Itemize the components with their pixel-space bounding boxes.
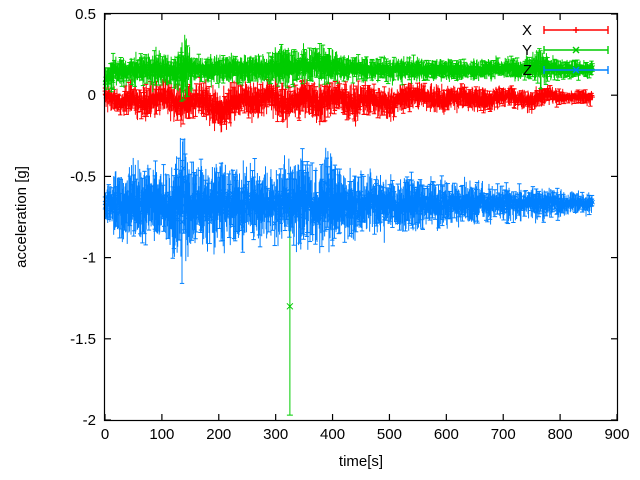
x-tick-label: 200 bbox=[206, 426, 231, 443]
x-tick-label: 100 bbox=[149, 426, 174, 443]
y-tick-label: -0.5 bbox=[70, 168, 96, 185]
plot-frame bbox=[103, 12, 619, 422]
x-tick-label: 500 bbox=[377, 426, 402, 443]
series-x bbox=[102, 75, 595, 133]
x-tick-label: 800 bbox=[548, 426, 573, 443]
legend-sample-x bbox=[543, 26, 609, 34]
y-tick-label: -1 bbox=[83, 250, 96, 267]
legend-sample-z bbox=[543, 66, 609, 74]
y-tick-label: 0 bbox=[88, 87, 96, 104]
legend-label-z: Z bbox=[523, 62, 532, 79]
y-tick-label: 0.5 bbox=[75, 6, 96, 23]
chart-legend: XYZ bbox=[522, 22, 609, 79]
series-z bbox=[102, 137, 595, 284]
legend-label-y: Y bbox=[522, 42, 532, 59]
y-tick-label: -1.5 bbox=[70, 331, 96, 348]
y-tick-label: -2 bbox=[83, 412, 96, 429]
x-tick-label: 600 bbox=[434, 426, 459, 443]
x-tick-label: 0 bbox=[101, 426, 109, 443]
legend-label-x: X bbox=[522, 22, 532, 39]
x-tick-label: 900 bbox=[604, 426, 629, 443]
x-tick-label: 400 bbox=[320, 426, 345, 443]
x-tick-label: 300 bbox=[263, 426, 288, 443]
x-tick-label: 700 bbox=[491, 426, 516, 443]
tick-labels: 0 100 200 300 400 500 600 700 800 900 0.5 0 -0.5 -1 -1… bbox=[70, 6, 629, 443]
legend-sample-y bbox=[543, 46, 609, 54]
y-axis-label: acceleration [g] bbox=[13, 166, 30, 268]
x-axis-label: time[s] bbox=[339, 453, 383, 470]
